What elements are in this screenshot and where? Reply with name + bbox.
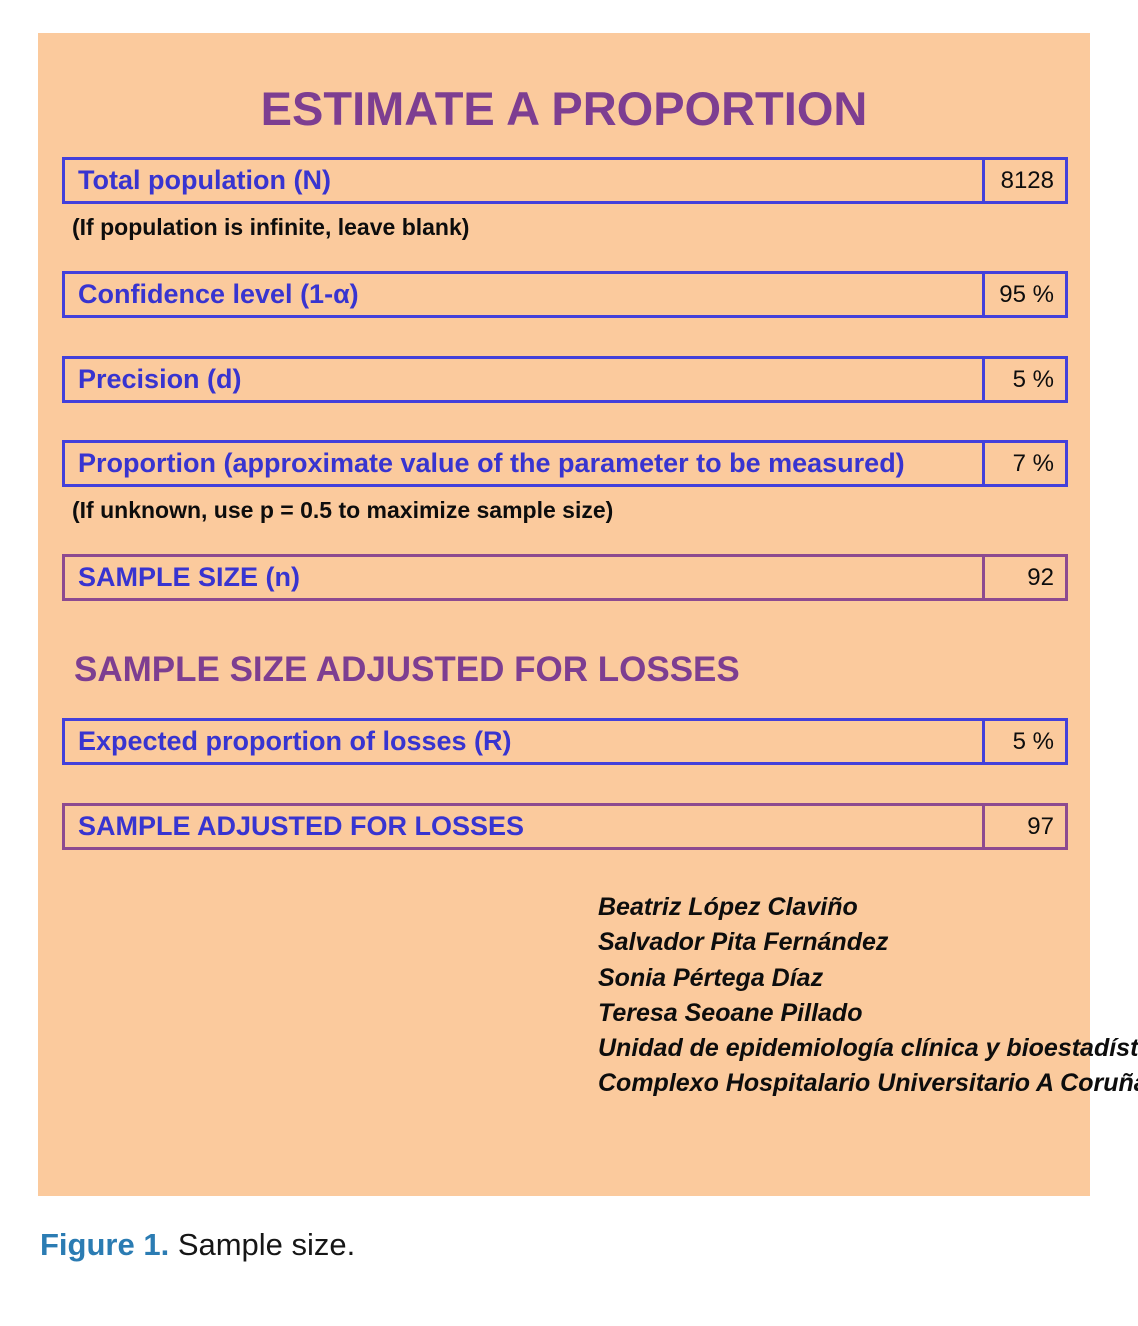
precision-label: Precision (d) bbox=[78, 364, 242, 394]
field-row-proportion: Proportion (approximate value of the par… bbox=[62, 440, 1068, 487]
field-row-sample-adjusted: SAMPLE ADJUSTED FOR LOSSES 97 bbox=[62, 803, 1068, 850]
figure-caption: Figure 1. Sample size. bbox=[40, 1227, 355, 1263]
confidence-level-label: Confidence level (1-α) bbox=[78, 279, 359, 309]
credit-line: Sonia Pértega Díaz bbox=[598, 963, 824, 992]
credit-line: Salvador Pita Fernández bbox=[598, 928, 889, 957]
proportion-hint: (If unknown, use p = 0.5 to maximize sam… bbox=[72, 497, 614, 523]
proportion-label: Proportion (approximate value of the par… bbox=[78, 448, 905, 478]
field-row-total-population: Total population (N) 8128 bbox=[62, 157, 1068, 204]
calculator-panel: ESTIMATE A PROPORTION Total population (… bbox=[38, 33, 1138, 1196]
field-row-expected-losses: Expected proportion of losses (R) 5 % bbox=[62, 718, 1068, 765]
confidence-level-value: 95 % bbox=[982, 274, 1065, 315]
credit-line: Complexo Hospitalario Universitario A Co… bbox=[598, 1069, 1138, 1098]
sample-size-value: 92 bbox=[982, 557, 1065, 598]
total-population-label: Total population (N) bbox=[78, 165, 331, 195]
precision-value: 5 % bbox=[982, 359, 1065, 400]
field-row-precision: Precision (d) 5 % bbox=[62, 356, 1068, 403]
population-hint: (If population is infinite, leave blank) bbox=[72, 214, 470, 240]
expected-losses-value: 5 % bbox=[982, 721, 1065, 762]
sample-adjusted-value: 97 bbox=[982, 806, 1065, 847]
figure-caption-label: Figure 1. bbox=[40, 1227, 170, 1262]
credit-line: Teresa Seoane Pillado bbox=[598, 998, 863, 1027]
expected-losses-label: Expected proportion of losses (R) bbox=[78, 726, 512, 756]
panel-title: ESTIMATE A PROPORTION bbox=[260, 82, 868, 135]
field-row-confidence-level: Confidence level (1-α) 95 % bbox=[62, 271, 1068, 318]
figure-caption-text: Sample size. bbox=[169, 1227, 356, 1262]
field-row-sample-size: SAMPLE SIZE (n) 92 bbox=[62, 554, 1068, 601]
credits-block: Beatriz López Claviño Salvador Pita Fern… bbox=[598, 890, 1138, 1102]
total-population-value: 8128 bbox=[982, 160, 1065, 201]
credit-line: Unidad de epidemiología clínica y bioest… bbox=[598, 1034, 1138, 1063]
losses-section-heading: SAMPLE SIZE ADJUSTED FOR LOSSES bbox=[74, 650, 740, 689]
credit-line: Beatriz López Claviño bbox=[598, 893, 858, 921]
proportion-value: 7 % bbox=[982, 443, 1065, 484]
sample-adjusted-label: SAMPLE ADJUSTED FOR LOSSES bbox=[78, 811, 525, 841]
sample-size-label: SAMPLE SIZE (n) bbox=[78, 562, 300, 592]
